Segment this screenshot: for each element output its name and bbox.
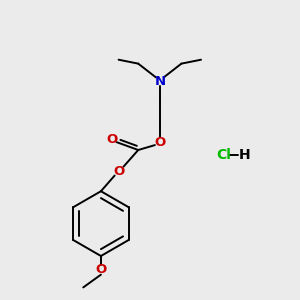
Text: H: H bbox=[238, 148, 250, 162]
Text: N: N bbox=[154, 75, 165, 88]
Text: Cl: Cl bbox=[216, 148, 231, 162]
Text: O: O bbox=[106, 133, 117, 146]
Text: O: O bbox=[95, 263, 106, 276]
Text: O: O bbox=[113, 165, 124, 178]
Text: O: O bbox=[154, 136, 165, 148]
